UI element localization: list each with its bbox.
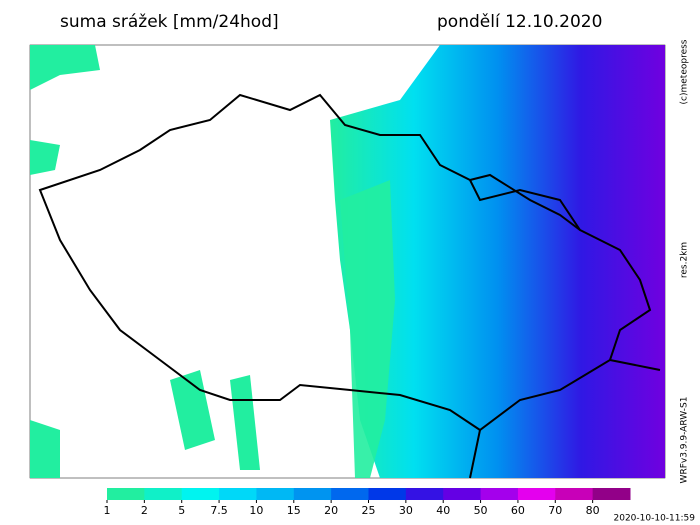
- country-border: [38, 93, 652, 432]
- model-label: WRFv3.9.9-ARW-S1: [680, 397, 690, 484]
- legend-label: 7.5: [210, 504, 228, 517]
- legend-label: 40: [436, 504, 450, 517]
- resolution-label: res.2km: [680, 242, 690, 278]
- legend-label: 15: [287, 504, 301, 517]
- legend-label: 60: [511, 504, 525, 517]
- legend-swatch: [480, 488, 519, 500]
- rain-area: [340, 180, 395, 478]
- country-border: [469, 359, 661, 479]
- rain-area: [230, 375, 260, 470]
- legend-label: 5: [178, 504, 185, 517]
- legend-label: 10: [249, 504, 263, 517]
- legend-swatch: [405, 488, 444, 500]
- legend: 1 2 5 7.5 10 15 20 25 30 40 50 60 70 80: [104, 488, 631, 517]
- legend-label: 80: [586, 504, 600, 517]
- rain-area: [30, 45, 100, 90]
- copyright-label: (c)meteopress: [680, 39, 690, 104]
- rain-area: [170, 370, 215, 450]
- map-date: pondělí 12.10.2020: [437, 12, 602, 32]
- legend-swatch: [107, 488, 145, 500]
- rain-area: [30, 420, 60, 478]
- legend-swatch: [256, 488, 295, 500]
- legend-swatch: [331, 488, 369, 500]
- legend-swatch: [517, 488, 556, 500]
- legend-swatch: [368, 488, 407, 500]
- legend-swatch: [144, 488, 183, 500]
- map-area: [29, 44, 666, 479]
- legend-label: 2: [141, 504, 148, 517]
- map-title: suma srážek [mm/24hod]: [60, 12, 279, 32]
- legend-label: 20: [324, 504, 338, 517]
- legend-label: 70: [548, 504, 562, 517]
- country-border: [469, 173, 581, 231]
- rain-area: [330, 45, 665, 478]
- rain-area: [30, 140, 60, 175]
- legend-label: 50: [474, 504, 488, 517]
- legend-swatch: [443, 488, 482, 500]
- timestamp: 2020-10-10-11:59: [614, 514, 696, 524]
- legend-swatch: [293, 488, 332, 500]
- legend-swatch: [592, 488, 631, 500]
- legend-swatch: [219, 488, 257, 500]
- legend-swatch: [181, 488, 220, 500]
- legend-label: 25: [362, 504, 376, 517]
- legend-swatch: [555, 488, 594, 500]
- legend-label: 30: [399, 504, 413, 517]
- legend-label: 1: [104, 504, 111, 517]
